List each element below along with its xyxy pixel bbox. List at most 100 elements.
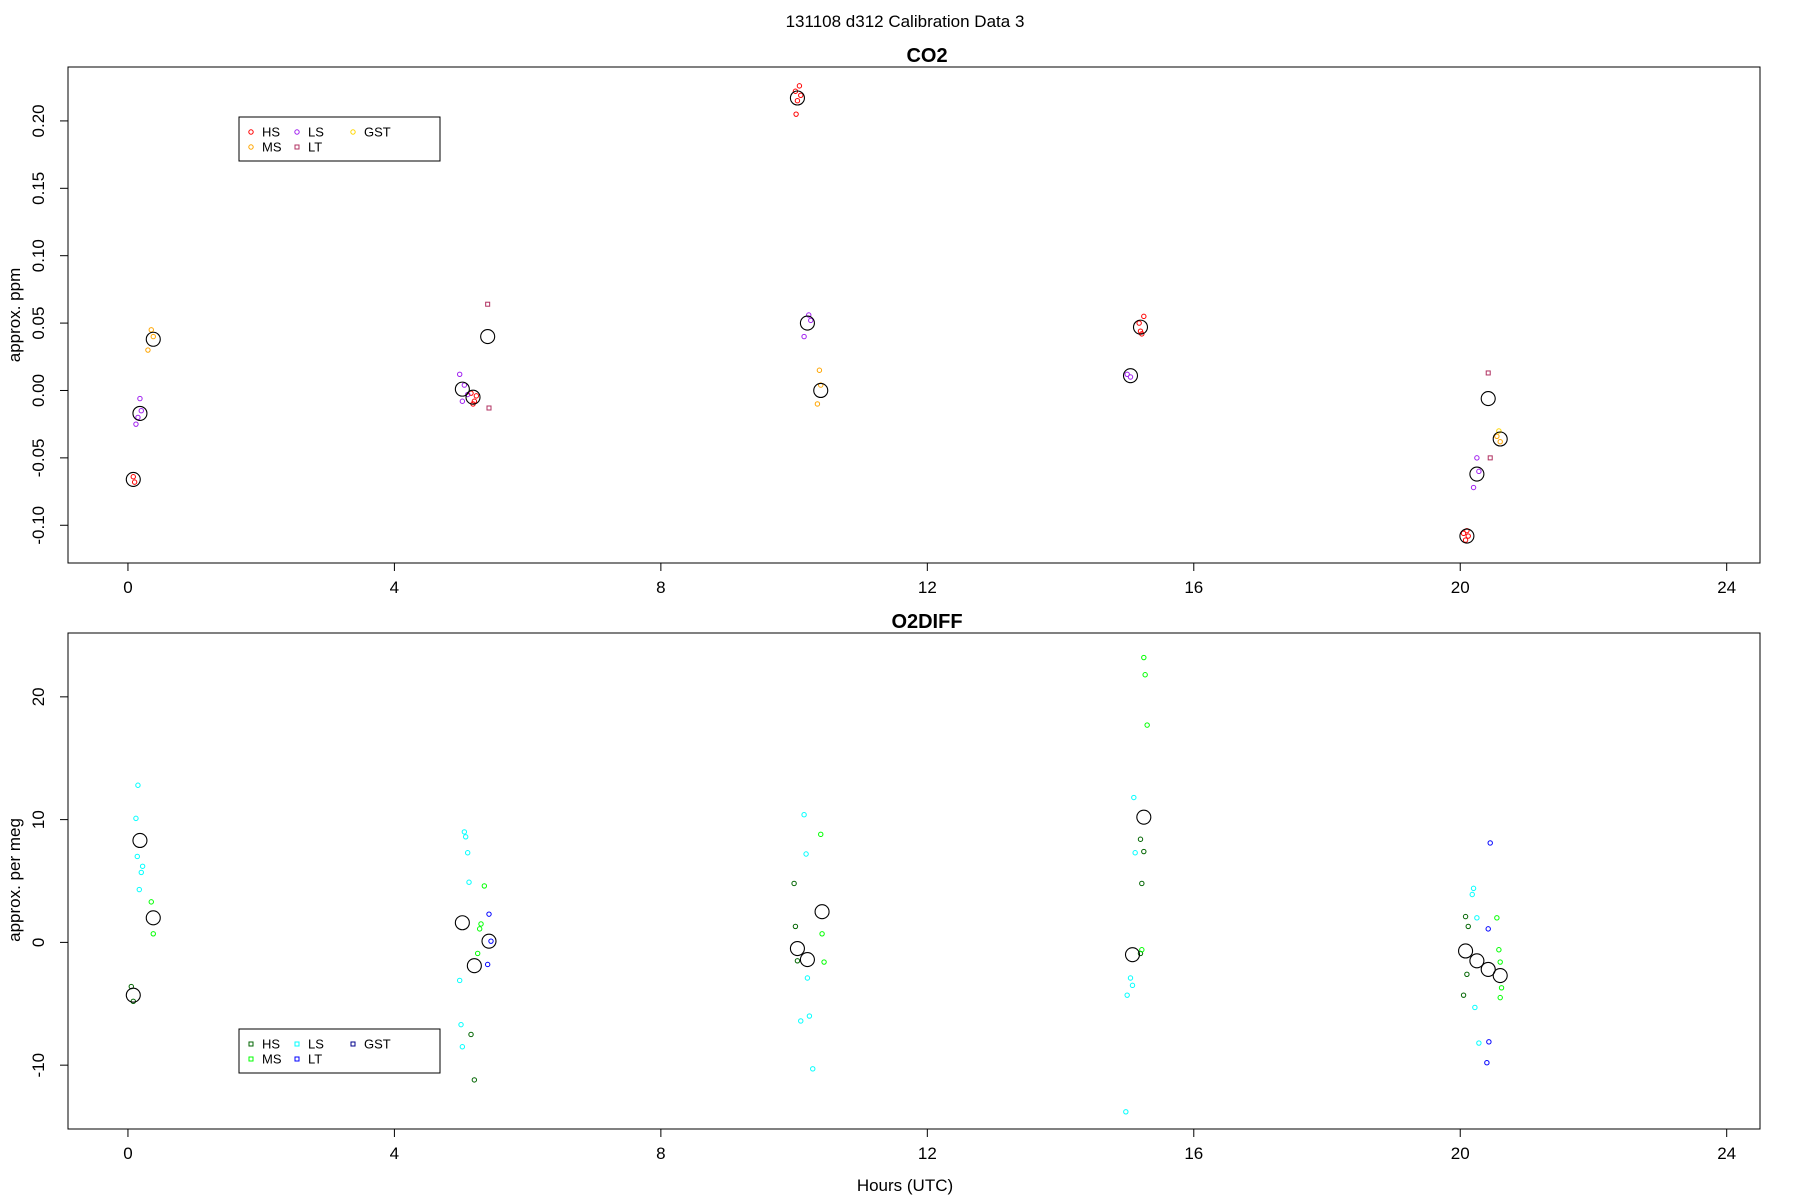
- co2-point-hs: [131, 479, 138, 485]
- o2diff-point-hs: [1464, 971, 1470, 978]
- o2diff-point-ms: [1139, 947, 1145, 953]
- co2-point-ms: [1494, 433, 1500, 440]
- o2diff-point-ls: [1472, 1004, 1478, 1011]
- co2-point-lt: [485, 301, 491, 307]
- co2-point-ls: [806, 312, 812, 318]
- o2diff-legend-box: [238, 1028, 441, 1074]
- o2diff-mean-marker: [1458, 943, 1474, 959]
- co2-x-tick-label: 16: [1184, 578, 1203, 597]
- co2-point-ls: [1124, 371, 1130, 378]
- o2diff-mean-marker: [145, 910, 161, 926]
- o2diff-points: [125, 654, 1508, 1115]
- o2diff-point-hs: [1465, 923, 1471, 930]
- co2-mean-marker: [454, 381, 470, 397]
- co2-point-ms: [814, 401, 821, 407]
- co2-point-ls: [801, 333, 807, 340]
- co2-point-gst: [1496, 428, 1502, 434]
- figure-x-axis-label: Hours (UTC): [857, 1176, 953, 1195]
- co2-point-ls: [1127, 374, 1134, 380]
- o2diff-y-axis: -10 0 10 20: [29, 687, 69, 1078]
- o2diff-point-hs: [468, 1031, 474, 1038]
- co2-mean-marker: [1122, 368, 1139, 384]
- o2diff-point-ls: [1470, 885, 1477, 892]
- o2diff-mean-marker: [1136, 809, 1152, 825]
- co2-point-ls: [459, 398, 466, 404]
- o2diff-point-ms: [821, 959, 827, 965]
- o2diff-point-ms: [818, 831, 824, 838]
- o2diff-point-ms: [1144, 722, 1150, 728]
- co2-point-ls: [456, 371, 463, 378]
- co2-point-hs: [471, 398, 478, 404]
- co2-legend-marker: [248, 144, 254, 150]
- co2-legend-label: GST: [364, 125, 391, 140]
- co2-mean-marker: [1459, 528, 1475, 544]
- o2diff-x-tick-label: 12: [918, 1144, 937, 1163]
- co2-point-hs: [1464, 527, 1470, 534]
- o2diff-point-ls: [459, 1044, 466, 1050]
- co2-point-ms: [148, 327, 154, 333]
- o2diff-point-hs: [792, 923, 799, 930]
- o2diff-legend-marker: [350, 1041, 356, 1047]
- o2diff-point-ls: [461, 829, 468, 835]
- co2-mean-marker: [480, 329, 496, 345]
- o2diff-x-axis: 0 4 8 12 16 20 24: [123, 1128, 1736, 1163]
- co2-point-hs: [130, 474, 136, 480]
- co2-point-ms: [818, 382, 824, 388]
- o2diff-legend-marker: [294, 1041, 300, 1047]
- o2diff-point-ms: [474, 950, 481, 957]
- o2diff-point-hs: [791, 880, 797, 887]
- o2diff-point-ls: [1474, 915, 1480, 921]
- co2-mean-marker: [1480, 391, 1496, 407]
- o2diff-point-hs: [794, 958, 801, 964]
- o2diff-point-ms: [1497, 959, 1503, 965]
- co2-point-lt: [1485, 370, 1491, 376]
- o2diff-point-lt: [484, 961, 491, 968]
- o2diff-point-ls: [135, 782, 141, 788]
- o2diff-y-tick-label: 0: [29, 938, 48, 947]
- o2diff-point-hs: [471, 1077, 478, 1083]
- o2diff-mean-marker: [466, 958, 482, 974]
- co2-legend-box: [238, 116, 441, 162]
- co2-point-ls: [1476, 468, 1482, 475]
- o2diff-y-axis-label: approx. per meg: [5, 818, 24, 942]
- o2diff-mean-marker: [1492, 967, 1508, 984]
- o2diff-point-ls: [1132, 850, 1138, 856]
- o2diff-point-ls: [1469, 891, 1475, 898]
- co2-legend-label: LS: [308, 125, 324, 140]
- o2diff-point-lt: [1484, 1060, 1490, 1066]
- co2-point-hs: [1462, 537, 1469, 543]
- co2-x-tick-label: 24: [1717, 578, 1736, 597]
- o2diff-y-tick-label: -10: [29, 1053, 48, 1078]
- o2diff-point-ms: [481, 883, 488, 889]
- o2diff-point-ls: [456, 977, 463, 984]
- co2-legend-label: HS: [262, 125, 280, 140]
- o2diff-point-lt: [488, 938, 494, 944]
- o2diff-mean-marker: [789, 940, 805, 957]
- co2-point-ls: [1474, 455, 1480, 461]
- o2diff-legend-label: HS: [262, 1037, 280, 1052]
- o2diff-point-ls: [139, 863, 146, 869]
- co2-point-ls: [808, 317, 814, 324]
- o2diff-mean-marker: [454, 915, 470, 931]
- co2-point-ls: [1470, 484, 1477, 491]
- o2diff-x-tick-label: 16: [1184, 1144, 1203, 1163]
- co2-point-hs: [798, 92, 804, 99]
- o2diff-mean-marker: [1124, 947, 1141, 963]
- o2diff-x-tick-label: 0: [123, 1144, 132, 1163]
- co2-point-hs: [796, 83, 803, 89]
- o2diff-point-ls: [806, 1013, 813, 1019]
- co2-point-hs: [1136, 320, 1142, 326]
- co2-mean-marker: [799, 315, 815, 331]
- o2diff-title: O2DIFF: [891, 611, 962, 633]
- o2diff-point-hs: [1141, 848, 1147, 855]
- o2diff-point-ms: [1498, 985, 1505, 991]
- co2-mean-marker: [145, 331, 161, 347]
- o2diff-x-tick-label: 24: [1717, 1144, 1736, 1163]
- o2diff-x-tick-label: 8: [656, 1144, 665, 1163]
- o2diff-mean-marker: [799, 952, 815, 968]
- co2-y-tick-label: -0.10: [29, 506, 48, 545]
- co2-point-hs: [473, 393, 480, 399]
- co2-point-ms: [816, 367, 823, 373]
